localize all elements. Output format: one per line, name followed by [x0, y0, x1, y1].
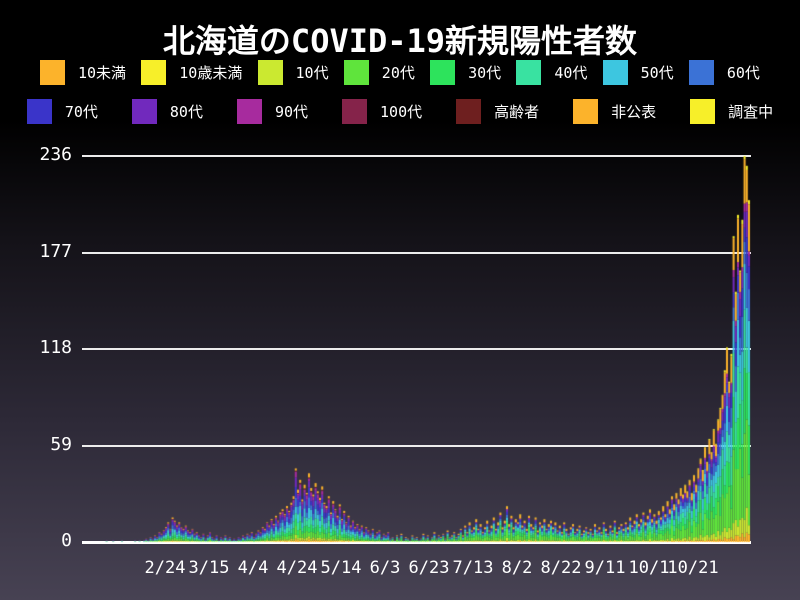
- x-axis-tick-label: 10/1: [628, 558, 670, 578]
- x-axis-tick-label: 3/15: [188, 558, 230, 578]
- y-axis-tick-label: 236: [39, 144, 72, 165]
- y-axis-tick-label: 0: [61, 530, 72, 551]
- x-axis-tick-label: 4/24: [276, 558, 318, 578]
- x-axis-tick-label: 2/24: [144, 558, 186, 578]
- x-axis-tick-label: 5/14: [320, 558, 362, 578]
- x-axis-tick-label: 9/11: [584, 558, 626, 578]
- y-axis-tick-label: 59: [50, 433, 72, 455]
- x-axis-tick-label: 8/22: [540, 558, 582, 578]
- y-axis-tick-label: 177: [39, 240, 72, 262]
- y-axis-tick-label: 118: [39, 337, 72, 358]
- x-axis-tick-label: 7/13: [452, 558, 494, 578]
- x-axis-tick-label: 4/4: [237, 558, 269, 578]
- x-axis-tick-label: 6/23: [408, 558, 450, 578]
- x-axis-tick-label: 10/21: [667, 558, 719, 578]
- x-axis-tick-label: 6/3: [369, 558, 401, 578]
- x-axis-tick-label: 8/2: [501, 558, 533, 578]
